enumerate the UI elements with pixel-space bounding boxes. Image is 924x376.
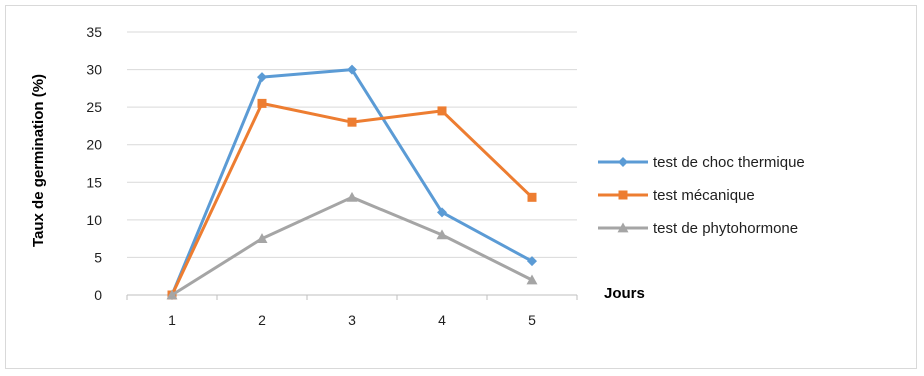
legend-label: test de phytohormone	[653, 220, 798, 237]
y-tick-label: 5	[94, 249, 102, 265]
data-point	[256, 233, 268, 244]
legend-label: test mécanique	[653, 187, 755, 204]
legend-marker	[618, 190, 628, 200]
data-point	[437, 207, 447, 218]
legend-label: test de choc thermique	[653, 154, 805, 171]
x-tick-label: 2	[258, 312, 266, 328]
series-line	[170, 195, 534, 297]
data-point	[347, 117, 357, 127]
y-tick-label: 30	[86, 62, 102, 78]
y-tick-label: 15	[86, 174, 102, 190]
chart-frame	[5, 5, 917, 369]
data-point	[257, 72, 267, 83]
data-point	[437, 106, 447, 116]
x-axis-title: Jours	[604, 285, 645, 302]
y-tick-label: 25	[86, 99, 102, 115]
y-tick-label: 20	[86, 137, 102, 153]
data-point	[526, 274, 538, 285]
data-point	[527, 256, 537, 267]
y-tick-label: 35	[86, 24, 102, 40]
y-tick-label: 0	[94, 287, 102, 303]
x-tick-label: 3	[348, 312, 356, 328]
y-axis-title: Taux de germination (%)	[30, 74, 47, 247]
data-point	[527, 192, 537, 202]
data-point	[257, 98, 267, 108]
x-tick-label: 1	[168, 312, 176, 328]
legend-marker	[617, 222, 629, 233]
x-tick-label: 4	[438, 312, 446, 328]
data-point	[347, 64, 357, 75]
x-tick-label: 5	[528, 312, 536, 328]
legend-marker	[618, 157, 628, 167]
data-point	[436, 229, 448, 240]
y-tick-label: 10	[86, 212, 102, 228]
data-point	[166, 289, 178, 300]
data-point	[346, 191, 358, 202]
